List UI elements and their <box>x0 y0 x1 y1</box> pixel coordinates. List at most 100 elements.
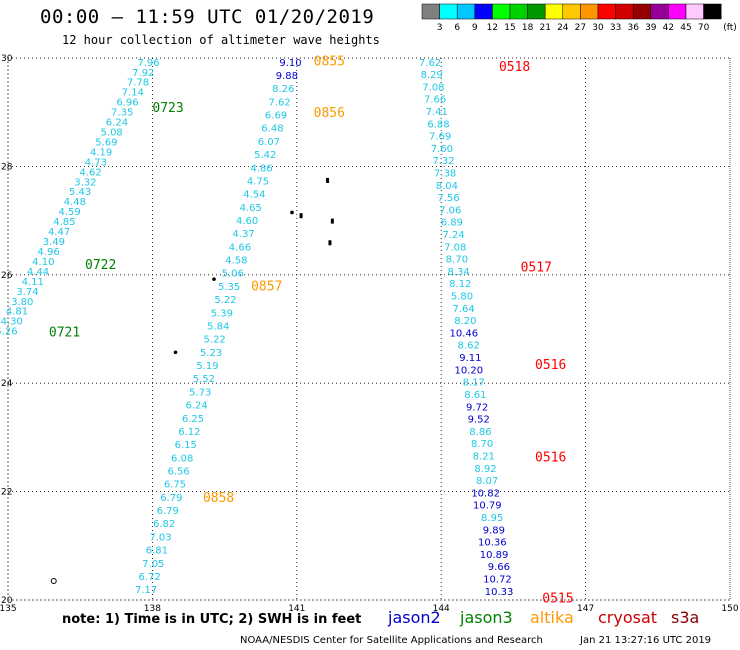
pass-time-label: 0721 <box>49 326 80 341</box>
wave-height-value: 6.48 <box>261 124 283 135</box>
wave-height-value: 10.89 <box>480 550 509 561</box>
wave-height-value: 6.24 <box>185 401 207 412</box>
wave-height-value: 7.60 <box>431 144 453 155</box>
wave-height-value: 4.86 <box>250 163 272 174</box>
lat-tick-label: 22 <box>1 488 12 498</box>
color-tick-label: 15 <box>504 23 515 33</box>
pass-time-label: 0515 <box>542 591 573 606</box>
color-tick-label: 6 <box>454 23 460 33</box>
wave-height-value: 6.79 <box>157 506 179 517</box>
pass-time-label: 0723 <box>152 101 183 116</box>
pass-time-label: 0858 <box>203 491 234 506</box>
wave-height-value: 8.12 <box>449 279 471 290</box>
color-tick-label: 42 <box>663 23 674 33</box>
color-tick-label: 45 <box>680 23 691 33</box>
wave-height-value: 7.17 <box>135 585 157 596</box>
lat-tick-label: 20 <box>1 596 13 606</box>
wave-height-value: 4.73 <box>85 157 107 168</box>
wave-height-value: 8.70 <box>471 439 493 450</box>
wave-height-value: 8.34 <box>447 267 469 278</box>
lat-tick-label: 30 <box>1 54 13 64</box>
wave-height-value: 7.24 <box>442 230 464 241</box>
legend-item-s3a: s3a <box>671 608 700 627</box>
wave-height-value: 9.89 <box>483 525 505 536</box>
wave-height-value: 7.08 <box>444 242 466 253</box>
wave-height-value: 10.72 <box>483 574 512 585</box>
wave-height-value: 9.11 <box>459 353 481 364</box>
color-unit-label: (ft) <box>723 23 737 33</box>
wave-height-value: 8.21 <box>473 451 495 462</box>
color-scale-bar: 3 6 9 12 15 18 21 24 27 30 33 36 39 42 45 70 (ft) <box>421 3 737 33</box>
color-tick-label: 39 <box>645 23 657 33</box>
wave-height-value: 9.52 <box>468 415 490 426</box>
lon-tick-label: 147 <box>577 604 594 612</box>
wave-height-value: 10.33 <box>485 587 514 598</box>
wave-height-value: 5.08 <box>101 127 123 138</box>
wave-height-value: 7.62 <box>419 58 441 69</box>
lon-tick-label: 135 <box>0 604 17 612</box>
wave-height-value: 8.86 <box>469 427 491 438</box>
wave-height-value: 10.46 <box>449 328 478 339</box>
legend-item-altika: altika <box>530 608 574 627</box>
color-swatch <box>703 3 722 20</box>
wave-height-value: 6.79 <box>160 493 182 504</box>
wave-height-value: 4.81 <box>6 307 28 318</box>
wave-height-value: 4.44 <box>27 267 49 278</box>
wave-height-value: 10.36 <box>478 538 507 549</box>
wave-height-value: 8.92 <box>474 464 496 475</box>
wave-height-value: 8.61 <box>464 390 486 401</box>
wave-height-value: 6.69 <box>265 111 287 122</box>
wave-height-value: 5.69 <box>95 137 117 148</box>
wave-height-value: 7.96 <box>137 58 159 69</box>
pass-time-label: 0722 <box>85 258 116 273</box>
wave-height-value: 5.23 <box>200 348 222 359</box>
wave-height-value: 7.06 <box>439 205 461 216</box>
wave-height-value: 8.29 <box>421 70 443 81</box>
wave-height-value: 8.20 <box>454 316 476 327</box>
lon-tick-label: 138 <box>144 604 161 612</box>
wave-height-value: 5.39 <box>211 308 233 319</box>
wave-height-value: 4.60 <box>236 216 258 227</box>
wave-height-value: 9.88 <box>276 71 298 82</box>
wave-height-value: 7.56 <box>437 193 459 204</box>
lat-tick-label: 26 <box>1 271 13 281</box>
units-note: note: 1) Time is in UTC; 2) SWH is in fe… <box>62 612 362 627</box>
wave-height-value: 6.88 <box>427 119 449 130</box>
color-tick-label: 12 <box>487 23 498 33</box>
color-tick-label: 70 <box>698 23 710 33</box>
wave-height-value: 10.79 <box>473 501 502 512</box>
wave-height-value: 5.73 <box>189 387 211 398</box>
wave-height-value: 3.80 <box>11 297 33 308</box>
map-frame <box>7 57 731 601</box>
wave-height-value: 4.58 <box>225 256 247 267</box>
wave-height-value: 9.66 <box>488 562 510 573</box>
pass-time-label: 0857 <box>251 280 282 295</box>
wave-height-value: 4.48 <box>64 197 86 208</box>
lon-tick-label: 141 <box>288 604 305 612</box>
wave-height-value: 7.64 <box>453 304 475 315</box>
wave-height-value: 7.03 <box>149 532 171 543</box>
wave-height-value: 4.85 <box>53 217 75 228</box>
wave-height-value: 8.62 <box>458 341 480 352</box>
wave-height-value: 6.96 <box>116 98 138 109</box>
credit-text: NOAA/NESDIS Center for Satellite Applica… <box>240 635 543 646</box>
wave-height-value: 8.17 <box>463 378 485 389</box>
color-tick-label: 27 <box>575 23 586 33</box>
map-title: 00:00 – 11:59 UTC 01/20/2019 <box>40 6 375 28</box>
wave-height-value: 5.22 <box>204 335 226 346</box>
island-dot <box>330 218 334 224</box>
wave-height-value: 7.69 <box>429 132 451 143</box>
wave-height-value: 4.47 <box>48 227 70 238</box>
wave-height-value: 4.37 <box>232 229 254 240</box>
wave-height-value: 3.49 <box>43 237 65 248</box>
pass-time-label: 0855 <box>314 55 345 70</box>
wave-height-value: 4.59 <box>58 207 80 218</box>
map-subtitle: 12 hour collection of altimeter wave hei… <box>62 33 380 47</box>
wave-height-value: 5.35 <box>218 282 240 293</box>
wave-height-value: 6.25 <box>182 414 204 425</box>
pass-time-label: 0517 <box>521 261 552 276</box>
wave-height-value: 5.26 <box>0 327 18 338</box>
wave-height-value: 4.62 <box>80 167 102 178</box>
wave-height-value: 10.20 <box>455 365 484 376</box>
wave-height-value: 5.42 <box>254 150 276 161</box>
